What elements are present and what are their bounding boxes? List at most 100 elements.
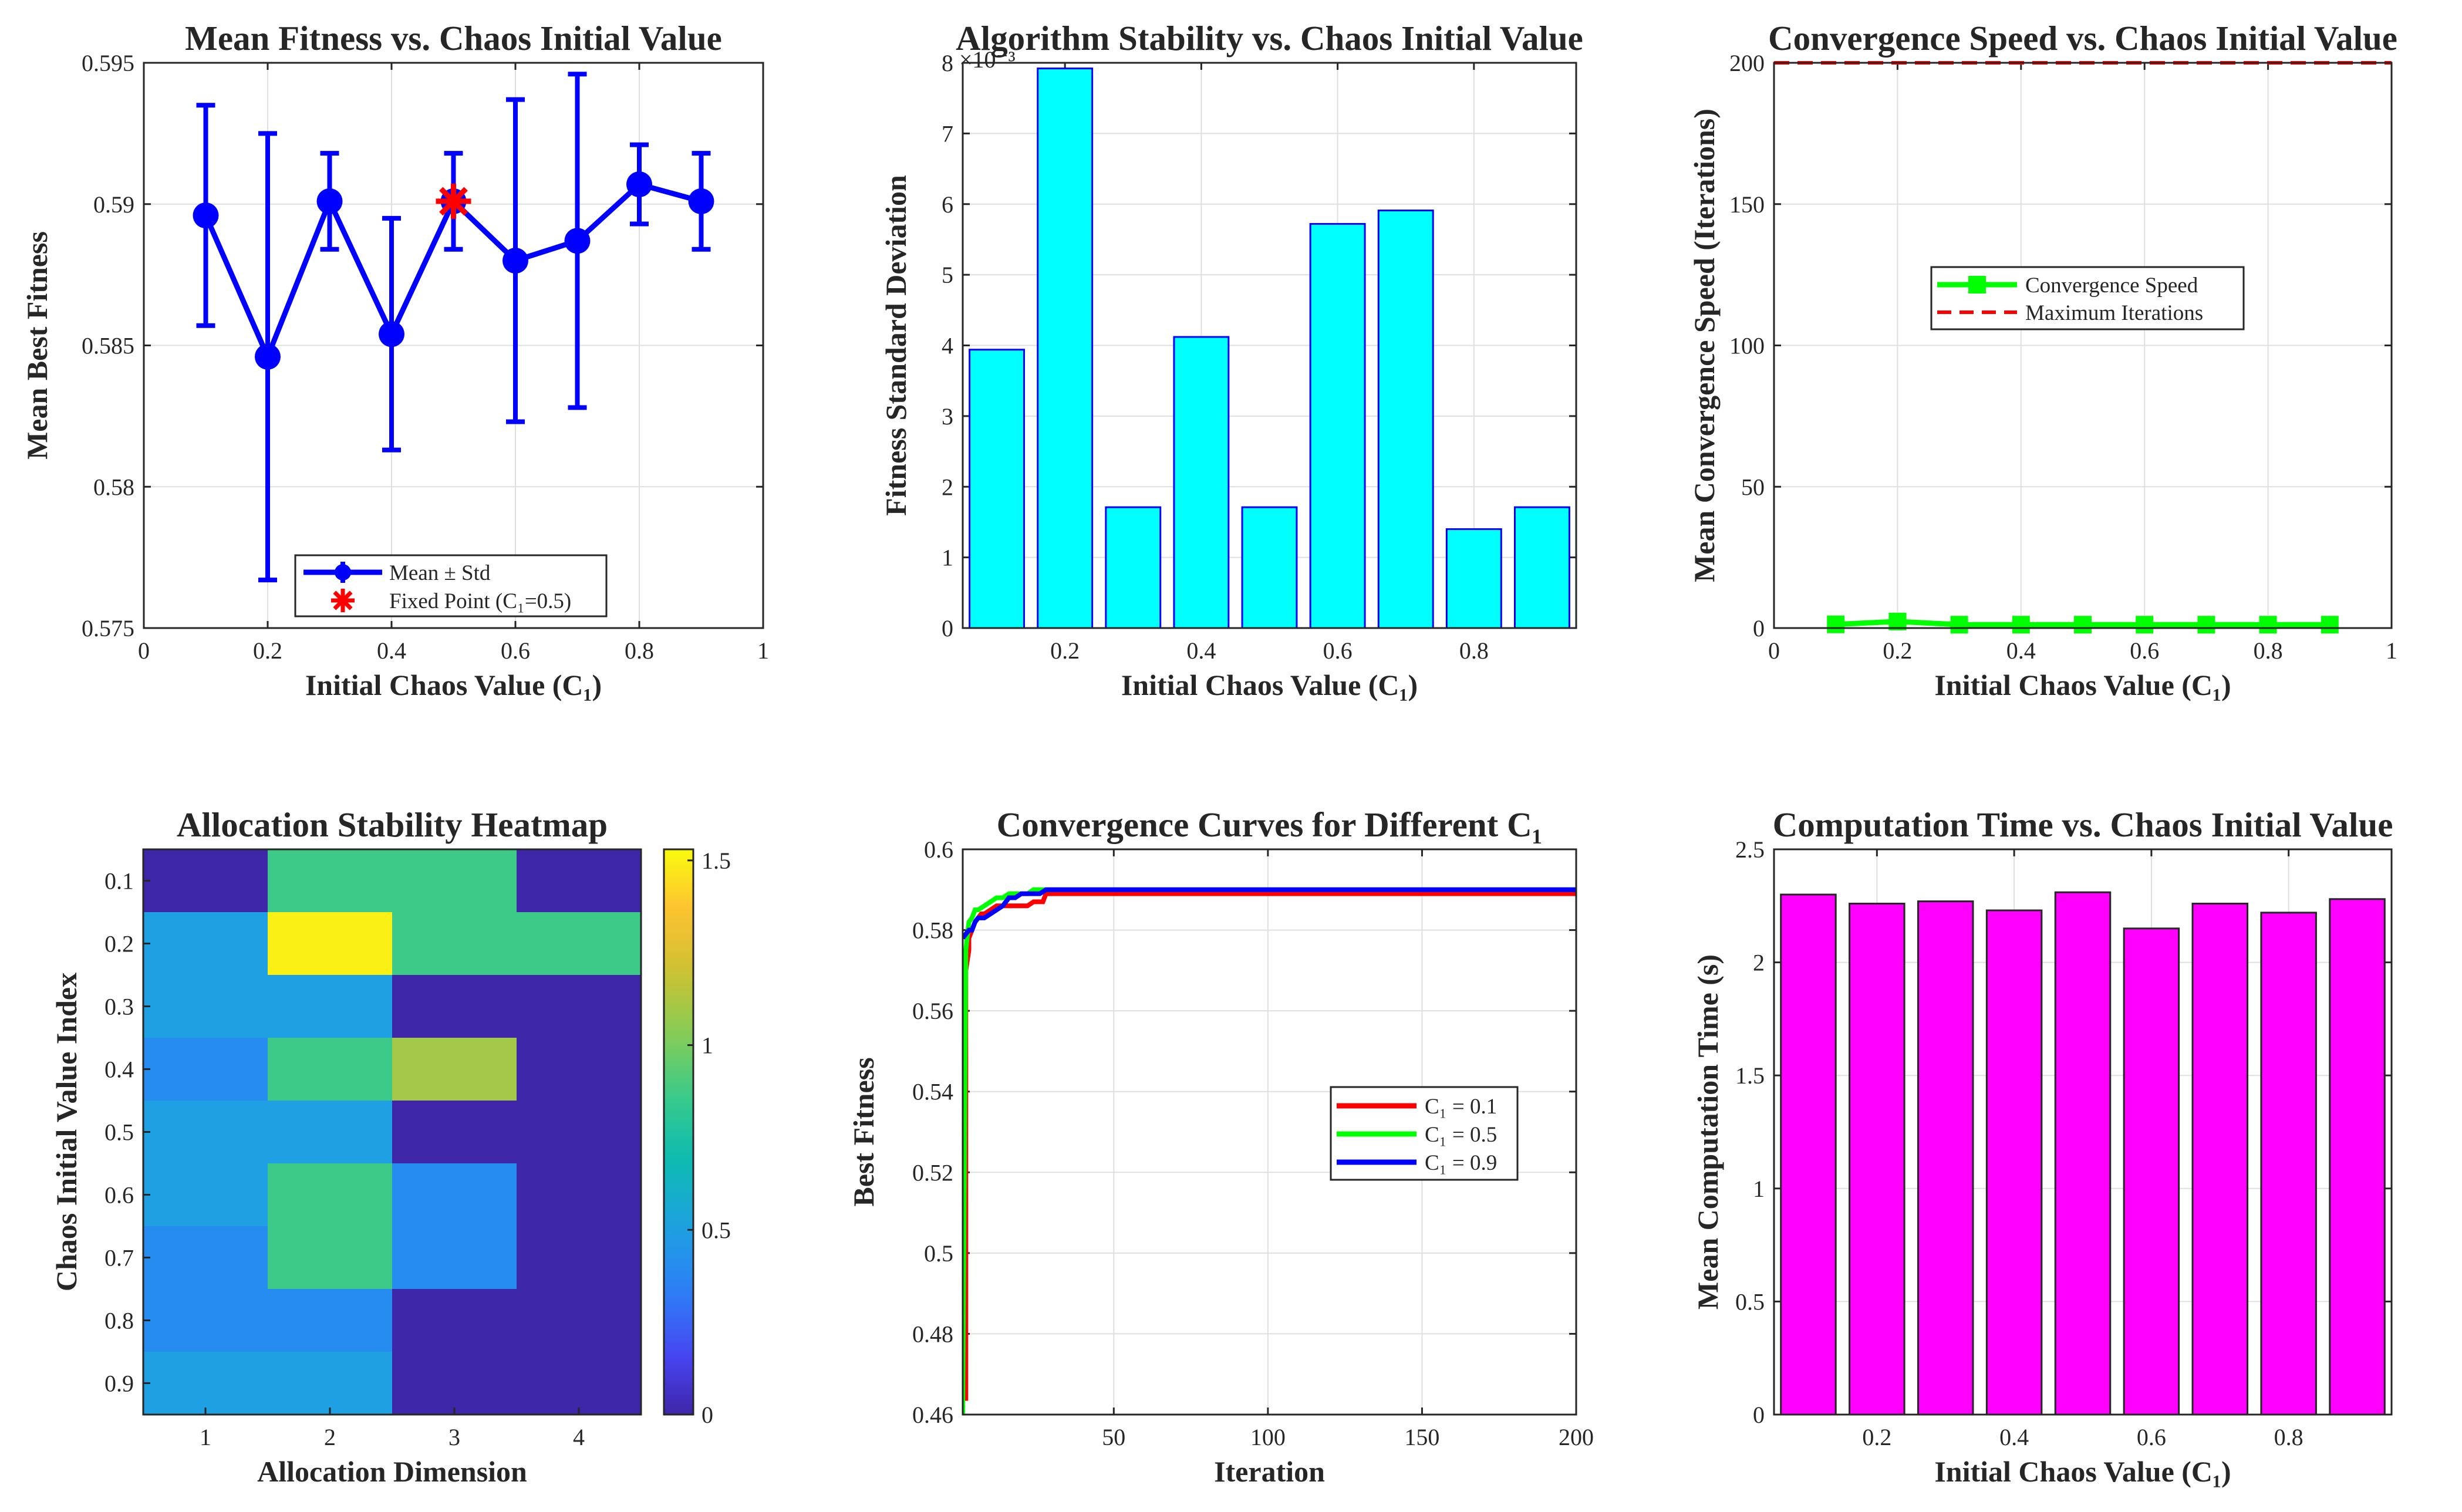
heatmap-cell (143, 1289, 268, 1352)
bar (1241, 506, 1298, 629)
data-point (626, 171, 652, 198)
heatmap-cell (143, 1038, 268, 1101)
heatmap-cell (392, 849, 517, 913)
heatmap-cell (517, 1226, 642, 1290)
heatmap-cell (517, 849, 642, 913)
y-tick-label: 0.58 (93, 474, 134, 500)
chart-title: Allocation Stability Heatmap (177, 805, 608, 844)
y-tick-label: 0.58 (912, 917, 953, 944)
data-point (316, 188, 343, 214)
y-tick-label: 150 (1729, 191, 1765, 218)
colorbar-tick-label: 0 (701, 1402, 713, 1428)
bar (1445, 528, 1502, 629)
series-line-1 (963, 887, 1576, 1415)
heatmap-cell (517, 1289, 642, 1352)
x-tick-label: 2 (324, 1424, 336, 1450)
x-axis-label: Initial Chaos Value (C₁) (1934, 669, 2231, 701)
y-tick-label: 0.575 (82, 615, 134, 642)
bar (2329, 898, 2386, 1416)
y-tick-label: 0.1 (104, 868, 134, 895)
heatmap-cell (143, 1226, 268, 1290)
heatmap-cell (517, 1352, 642, 1415)
y-tick-label: 0.595 (82, 50, 134, 76)
data-point (2259, 616, 2277, 634)
x-tick-label: 0.6 (2130, 637, 2159, 664)
chart-title: Convergence Curves for Different C₁ (997, 805, 1543, 844)
heatmap-cell (268, 1038, 393, 1101)
data-point (255, 343, 281, 370)
y-tick-label: 2 (942, 474, 953, 500)
y-tick-label: 0 (1753, 1402, 1765, 1428)
heatmap-cell (517, 1163, 642, 1227)
y-tick-label: 1 (1753, 1176, 1765, 1202)
y-tick-label: 0.585 (82, 333, 134, 359)
heatmap-cell (517, 912, 642, 976)
x-tick-label: 0.8 (2254, 637, 2283, 664)
y-tick-label: 3 (942, 403, 953, 430)
heatmap-cell (268, 1226, 393, 1290)
x-tick-label: 0.8 (625, 637, 654, 664)
axes-frame (1773, 62, 2393, 629)
x-tick-label: 100 (1250, 1424, 1286, 1450)
y-tick-label: 8 (942, 50, 953, 76)
x-tick-label: 1 (200, 1424, 211, 1450)
x-tick-label: 0.6 (501, 637, 530, 664)
legend-label: C₁ = 0.9 (1425, 1151, 1497, 1175)
x-tick-label: 0.2 (253, 637, 282, 664)
chart-mean-fitness: 0 0.2 0.4 0.6 0.8 1 0.575 0.58 0.585 0.59 0.595 Mea… (21, 19, 769, 701)
x-tick-label: 200 (1559, 1424, 1594, 1450)
y-tick-label: 0.3 (104, 994, 134, 1020)
heatmap-cell (143, 975, 268, 1038)
heatmap-cell (143, 849, 268, 913)
heatmap-cell (517, 1101, 642, 1164)
heatmap-cell (268, 912, 393, 976)
chart-computation-time: 0.2 0.4 0.6 0.8 0 0.5 1 1.5 2 2.5 Computation Time… (1691, 805, 2393, 1488)
data-point (564, 228, 591, 254)
chart-title: Convergence Speed vs. Chaos Initial Valu… (1768, 19, 2397, 58)
x-tick-label: 50 (1102, 1424, 1125, 1450)
data-point (502, 248, 528, 274)
heatmap-cell (392, 1038, 517, 1101)
legend-label: C₁ = 0.5 (1425, 1123, 1497, 1147)
axes-frame (962, 62, 1577, 629)
y-tick-label: 0.8 (104, 1308, 134, 1334)
bar (2191, 902, 2249, 1416)
y-tick-label: 0.7 (104, 1245, 134, 1271)
y-tick-label: 0.6 (104, 1182, 134, 1209)
chart-heatmap: 1 2 3 4 0.1 0.2 0.3 0.4 0.5 0.6 0.7 0.8 0.9 0 0.5 1 1.5 A… (50, 805, 731, 1488)
x-tick-label: 0.2 (1862, 1424, 1891, 1450)
chart-title: Algorithm Stability vs. Chaos Initial Va… (956, 19, 1583, 58)
y-tick-label: 0.5 (924, 1240, 953, 1267)
y-axis-label: Mean Computation Time (s) (1691, 954, 1724, 1310)
axes-frame (1773, 848, 2393, 1416)
x-tick-label: 0.6 (2137, 1424, 2166, 1450)
data-point (2321, 616, 2339, 634)
y-axis-label: Chaos Initial Value Index (50, 973, 83, 1291)
y-axis-label: Fitness Standard Deviation (879, 175, 912, 516)
x-tick-label: 0.4 (1186, 637, 1216, 664)
y-tick-label: 0.6 (924, 836, 953, 863)
heatmap-cell (143, 912, 268, 976)
y-tick-label: 2.5 (1735, 836, 1765, 863)
legend-marker (1968, 276, 1986, 293)
y-tick-label: 1 (942, 545, 953, 571)
heatmap-cell (143, 1101, 268, 1164)
y-tick-label: 0 (942, 615, 953, 642)
heatmap-cell (392, 1352, 517, 1415)
heatmap-cell (392, 975, 517, 1038)
heatmap-cell (268, 975, 393, 1038)
heatmap-cell (392, 912, 517, 976)
heatmap-cell (268, 1101, 393, 1164)
axis-exponent: ×10⁻³ (959, 46, 1016, 73)
legend-marker (335, 564, 351, 580)
data-point (193, 203, 219, 229)
y-tick-label: 0.5 (1735, 1288, 1765, 1315)
heatmap-cell (268, 849, 393, 913)
data-point (2074, 616, 2092, 634)
y-tick-label: 0.5 (104, 1119, 134, 1146)
y-tick-label: 0.9 (104, 1371, 134, 1397)
x-tick-label: 0 (1768, 637, 1780, 664)
bar (1309, 222, 1366, 629)
y-tick-label: 0.56 (912, 998, 953, 1024)
